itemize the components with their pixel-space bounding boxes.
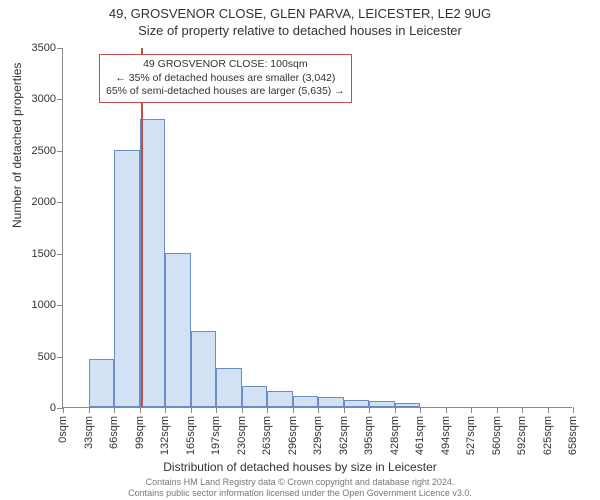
x-tick-label: 395sqm xyxy=(363,416,375,455)
y-tick xyxy=(57,305,63,306)
footer-line1: Contains HM Land Registry data © Crown c… xyxy=(0,477,600,488)
y-tick-label: 3000 xyxy=(32,93,56,105)
y-tick-label: 2500 xyxy=(32,145,56,157)
x-tick xyxy=(63,407,64,413)
x-tick xyxy=(140,407,141,413)
y-tick-label: 3500 xyxy=(32,42,56,54)
x-tick-label: 428sqm xyxy=(389,416,401,455)
x-tick-label: 592sqm xyxy=(516,416,528,455)
footer-line2: Contains public sector information licen… xyxy=(0,488,600,499)
x-tick xyxy=(242,407,243,413)
annotation-line: 49 GROSVENOR CLOSE: 100sqm xyxy=(106,58,345,72)
x-tick xyxy=(573,407,574,413)
x-tick-label: 99sqm xyxy=(134,416,146,449)
x-tick xyxy=(446,407,447,413)
x-tick-label: 362sqm xyxy=(338,416,350,455)
x-tick xyxy=(318,407,319,413)
x-axis-title: Distribution of detached houses by size … xyxy=(0,460,600,474)
y-tick-label: 500 xyxy=(38,351,56,363)
title-main: 49, GROSVENOR CLOSE, GLEN PARVA, LEICEST… xyxy=(0,0,600,21)
x-tick-label: 296sqm xyxy=(287,416,299,455)
histogram-bar xyxy=(395,403,421,407)
y-axis-title: Number of detached properties xyxy=(10,63,24,228)
x-tick-label: 197sqm xyxy=(210,416,222,455)
histogram-bar xyxy=(344,400,370,407)
x-tick xyxy=(471,407,472,413)
x-tick-label: 165sqm xyxy=(185,416,197,455)
x-tick xyxy=(267,407,268,413)
histogram-bar xyxy=(165,253,191,407)
x-tick xyxy=(420,407,421,413)
y-tick-label: 0 xyxy=(50,402,56,414)
annotation-line: ← 35% of detached houses are smaller (3,… xyxy=(106,72,345,86)
plot: 05001000150020002500300035000sqm33sqm66s… xyxy=(62,48,572,408)
histogram-bar xyxy=(267,391,293,407)
x-tick xyxy=(114,407,115,413)
y-tick-label: 1500 xyxy=(32,248,56,260)
y-tick-label: 1000 xyxy=(32,299,56,311)
histogram-bar xyxy=(216,368,242,407)
y-tick xyxy=(57,151,63,152)
x-tick-label: 33sqm xyxy=(83,416,95,449)
x-tick xyxy=(522,407,523,413)
y-tick xyxy=(57,48,63,49)
y-tick xyxy=(57,99,63,100)
x-tick-label: 658sqm xyxy=(567,416,579,455)
title-sub: Size of property relative to detached ho… xyxy=(0,21,600,38)
x-tick xyxy=(293,407,294,413)
x-tick-label: 0sqm xyxy=(57,416,69,443)
x-tick xyxy=(344,407,345,413)
x-tick-label: 66sqm xyxy=(108,416,120,449)
histogram-bar xyxy=(242,386,268,407)
chart-area: 05001000150020002500300035000sqm33sqm66s… xyxy=(62,48,572,408)
x-tick xyxy=(191,407,192,413)
x-tick-label: 527sqm xyxy=(465,416,477,455)
x-tick xyxy=(216,407,217,413)
x-tick xyxy=(369,407,370,413)
x-tick-label: 560sqm xyxy=(491,416,503,455)
annotation-line: 65% of semi-detached houses are larger (… xyxy=(106,85,345,99)
x-tick xyxy=(165,407,166,413)
x-tick-label: 263sqm xyxy=(261,416,273,455)
x-tick-label: 329sqm xyxy=(312,416,324,455)
x-tick-label: 461sqm xyxy=(414,416,426,455)
x-tick xyxy=(548,407,549,413)
x-tick xyxy=(395,407,396,413)
histogram-bar xyxy=(318,397,344,407)
histogram-bar xyxy=(140,119,166,407)
histogram-bar xyxy=(293,396,319,407)
x-tick-label: 494sqm xyxy=(440,416,452,455)
histogram-bar xyxy=(369,401,395,407)
y-tick-label: 2000 xyxy=(32,196,56,208)
x-tick xyxy=(497,407,498,413)
y-tick xyxy=(57,357,63,358)
x-tick-label: 625sqm xyxy=(542,416,554,455)
histogram-bar xyxy=(191,331,217,407)
x-tick xyxy=(89,407,90,413)
histogram-bar xyxy=(89,359,115,407)
footer: Contains HM Land Registry data © Crown c… xyxy=(0,477,600,500)
y-tick xyxy=(57,202,63,203)
x-tick-label: 132sqm xyxy=(159,416,171,455)
histogram-bar xyxy=(114,150,140,407)
x-tick-label: 230sqm xyxy=(236,416,248,455)
y-tick xyxy=(57,254,63,255)
annotation-box: 49 GROSVENOR CLOSE: 100sqm← 35% of detac… xyxy=(99,54,352,103)
chart-container: 49, GROSVENOR CLOSE, GLEN PARVA, LEICEST… xyxy=(0,0,600,500)
